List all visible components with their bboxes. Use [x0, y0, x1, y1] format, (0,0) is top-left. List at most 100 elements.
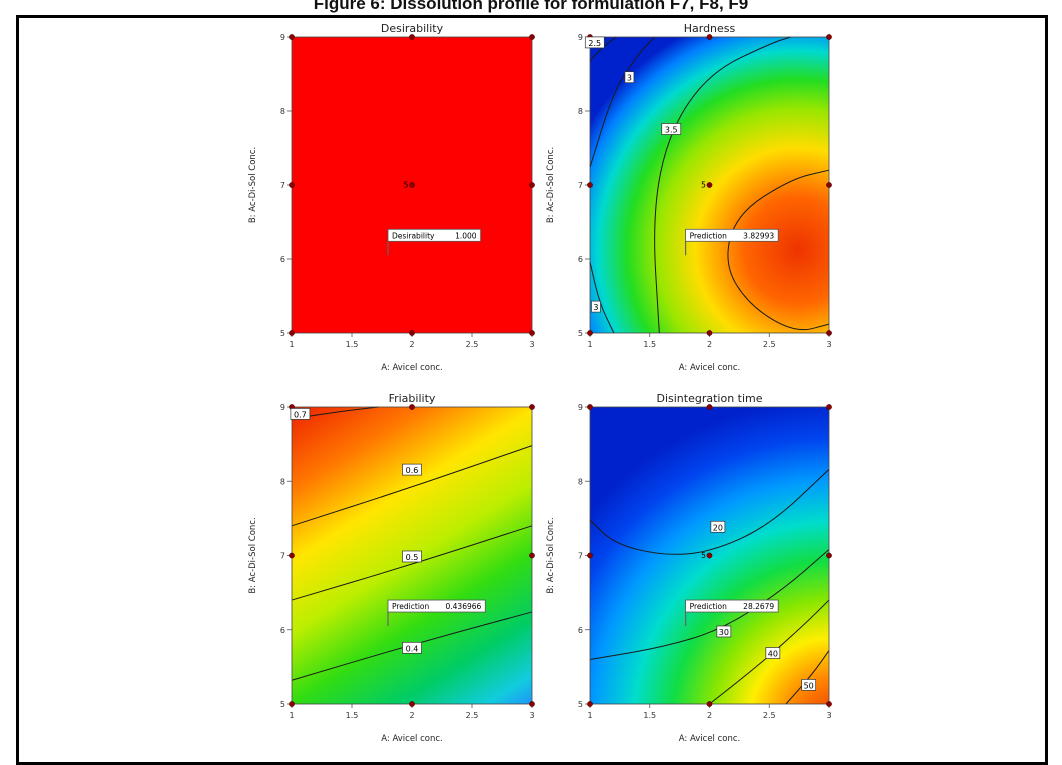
contour-label-box	[765, 647, 781, 659]
panel-title: Friability	[389, 392, 436, 405]
design-point	[289, 552, 295, 559]
design-point	[529, 330, 535, 336]
panel-disintegration: Disintegration time 1 1.5 2 2.5 3 5 6 7 8 9 A: Avic…	[546, 392, 832, 744]
design-point	[289, 330, 295, 336]
y-tick-label: 9	[280, 403, 285, 412]
contour-line-3	[291, 525, 533, 601]
y-tick-label: 7	[280, 181, 285, 190]
flag-label: Desirability	[392, 231, 435, 240]
design-point	[529, 404, 535, 410]
contour-label: 2.5	[588, 39, 601, 48]
x-tick-label: 1.5	[346, 340, 359, 349]
flag-value: 3.82993	[743, 231, 774, 240]
design-point	[706, 34, 713, 40]
flag-box	[685, 599, 779, 613]
contour-line-4	[727, 169, 830, 331]
panel-desirability: Desirability 1 1.5 2 2.5 3 5 6 7 8 9 A: Avicel conc…	[248, 22, 535, 373]
flag-label: Prediction	[690, 602, 728, 611]
flag-label: Prediction	[690, 231, 728, 240]
center-point-count: 5	[404, 181, 409, 190]
design-point	[529, 552, 535, 559]
y-tick-label: 5	[280, 700, 285, 709]
design-point	[826, 701, 832, 707]
center-point-count: 5	[701, 181, 706, 190]
contour-label-box	[584, 36, 605, 49]
y-tick-label: 8	[578, 107, 583, 116]
y-tick-label: 8	[280, 107, 285, 116]
contour-label: 30	[719, 628, 729, 637]
x-tick-label: 1	[289, 340, 294, 349]
x-axis-label: A: Avicel conc.	[381, 363, 443, 373]
design-point	[706, 182, 713, 188]
x-tick-label: 1	[587, 340, 592, 349]
contour-label: 3.5	[665, 126, 678, 135]
contour-label: 50	[804, 681, 814, 690]
y-tick-label: 6	[280, 255, 285, 264]
contour-label: 20	[713, 523, 723, 532]
design-point	[587, 701, 593, 707]
design-point	[826, 404, 832, 410]
y-tick-label: 9	[578, 403, 583, 412]
panel-friability: Friability 1 1.5 2 2.5 3 5 6 7 8 9 A: Avicel conc. B…	[248, 392, 535, 744]
design-point	[409, 330, 415, 336]
contour-label-box	[290, 408, 311, 420]
contour-label-box	[402, 641, 422, 654]
contour-label: 0.7	[294, 410, 307, 419]
x-axis-label: A: Avicel conc.	[679, 734, 741, 744]
x-tick-label: 1.5	[643, 340, 656, 349]
design-point	[706, 701, 713, 707]
x-tick-label: 2	[707, 340, 712, 349]
design-point	[409, 182, 415, 188]
x-tick-label: 3	[529, 711, 534, 720]
design-point	[826, 182, 832, 188]
y-tick-label: 5	[280, 329, 285, 338]
design-point	[409, 701, 415, 707]
y-tick-label: 7	[280, 552, 285, 561]
design-point	[587, 182, 593, 188]
y-axis-label: B: Ac-Di-Sol Conc.	[546, 517, 556, 593]
x-tick-label: 2.5	[466, 711, 479, 720]
y-axis-label: B: Ac-Di-Sol Conc.	[248, 147, 258, 223]
contour-line-3	[709, 599, 830, 705]
figure-title: Figure 6: Dissolution profile for formul…	[313, 0, 749, 13]
design-point	[529, 34, 535, 40]
y-tick-label: 7	[578, 552, 583, 561]
design-point	[587, 404, 593, 410]
flag-box	[387, 228, 481, 242]
design-point	[826, 34, 832, 40]
contour-label-box	[801, 679, 817, 691]
y-tick-label: 8	[280, 477, 285, 486]
contour-label: 0.6	[406, 466, 419, 475]
contour-line-2	[291, 445, 533, 527]
contour-line-1	[291, 406, 379, 420]
y-tick-label: 6	[280, 626, 285, 635]
y-tick-label: 9	[280, 33, 285, 42]
y-tick-label: 5	[578, 329, 583, 338]
x-tick-label: 1	[289, 711, 294, 720]
design-point	[587, 330, 593, 336]
contour-label-box	[661, 123, 682, 135]
contour-label: 0.5	[406, 553, 419, 562]
x-tick-label: 2.5	[466, 340, 479, 349]
center-point-count: 5	[701, 551, 706, 560]
flag-value: 28.2679	[743, 602, 774, 611]
contour-label-box	[716, 625, 732, 638]
x-tick-label: 2.5	[763, 340, 776, 349]
flag-value: 0.436966	[446, 602, 482, 611]
contour-label-box	[402, 463, 422, 476]
design-point	[706, 404, 713, 410]
contour-line-1	[589, 469, 830, 555]
x-tick-label: 2	[707, 711, 712, 720]
x-tick-label: 3	[529, 340, 534, 349]
x-tick-label: 2.5	[763, 711, 776, 720]
contour-label-box	[710, 520, 726, 533]
x-tick-label: 2	[409, 340, 414, 349]
x-axis-label: A: Avicel conc.	[679, 363, 741, 373]
design-point	[289, 701, 295, 707]
flag-label: Prediction	[392, 602, 430, 611]
x-tick-label: 2	[409, 711, 414, 720]
design-point	[289, 182, 295, 188]
design-point	[409, 34, 415, 40]
y-axis-label: B: Ac-Di-Sol Conc.	[248, 517, 258, 593]
